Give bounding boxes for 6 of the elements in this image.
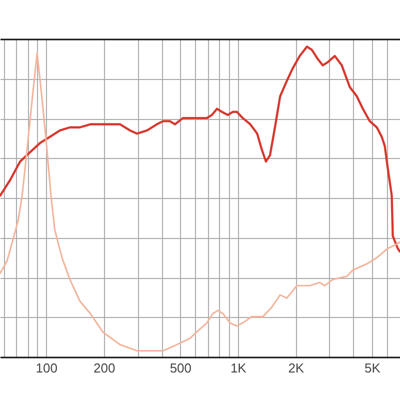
x-tick-label: 5K xyxy=(364,360,381,376)
x-tick-label: 500 xyxy=(170,360,192,376)
x-tick-label: 100 xyxy=(36,360,58,376)
x-tick-label: 1K xyxy=(230,360,247,376)
x-tick-label: 2K xyxy=(288,360,304,376)
x-tick-label: 200 xyxy=(93,360,116,376)
